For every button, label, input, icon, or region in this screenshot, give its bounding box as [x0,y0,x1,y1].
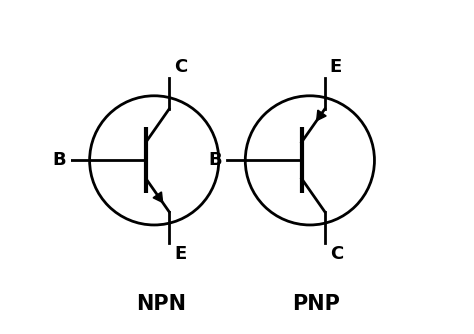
Text: NPN: NPN [136,295,186,314]
Text: B: B [209,151,222,169]
Text: B: B [53,151,66,169]
Polygon shape [153,192,163,202]
Text: C: C [330,245,343,263]
Polygon shape [317,110,326,121]
Text: E: E [174,245,186,263]
Text: C: C [174,58,187,76]
Text: E: E [330,58,342,76]
Text: PNP: PNP [292,295,340,314]
